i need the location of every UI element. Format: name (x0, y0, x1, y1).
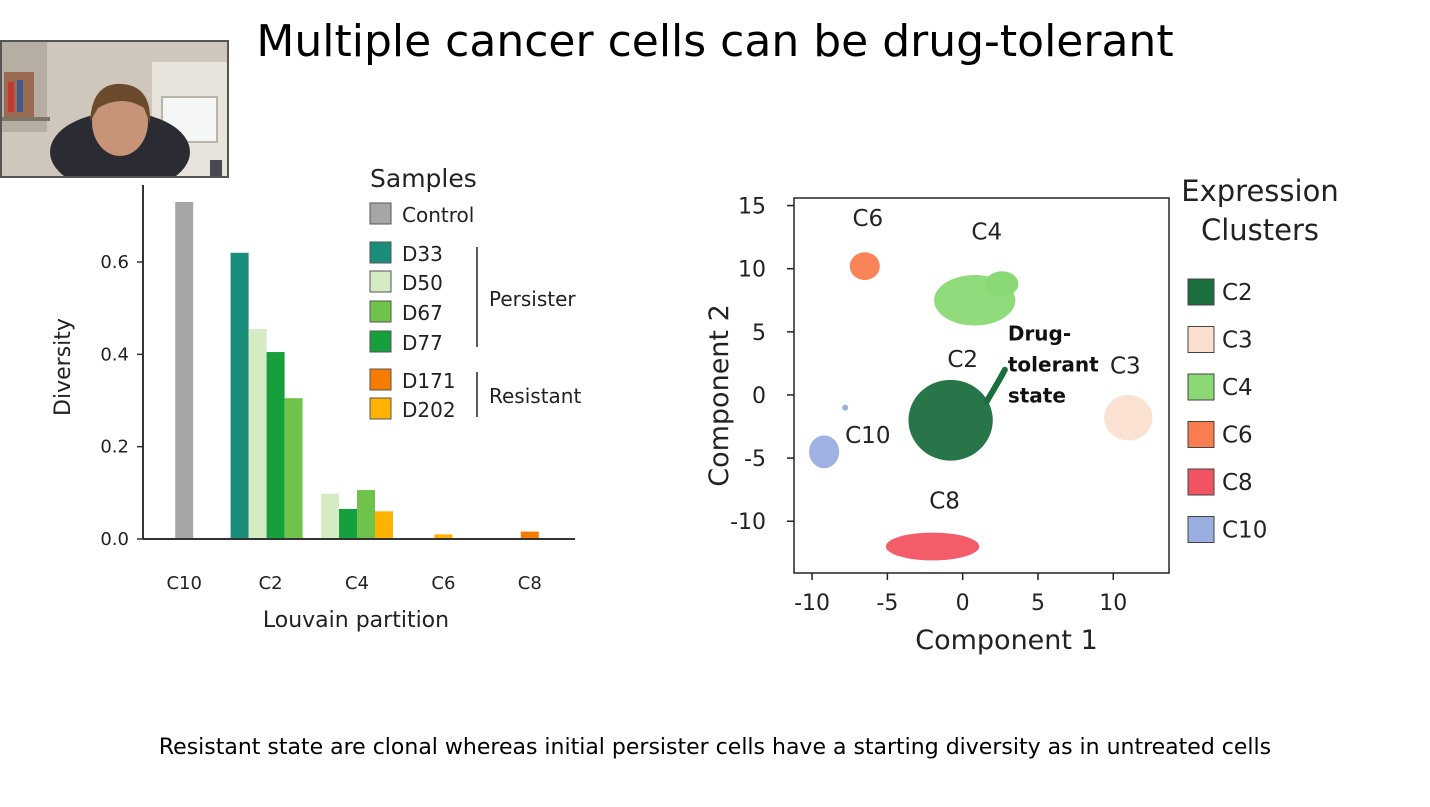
legend-group-resistant: Resistant (489, 384, 581, 408)
bar-d50-c4 (321, 493, 339, 538)
cluster-body-c8 (885, 532, 980, 561)
legend-swatch-c4 (1187, 373, 1215, 401)
cluster-c10 (809, 404, 849, 469)
x-tick-label: -10 (794, 591, 830, 616)
annotation-drug-tolerant-line: state (1008, 384, 1066, 408)
bar-d171-c8 (520, 531, 539, 538)
bar-d67-c2 (284, 398, 303, 538)
legend-label-c6: C6 (1222, 423, 1253, 449)
x-tick-label: C8 (518, 573, 542, 594)
cluster-label-c4: C4 (971, 220, 1002, 246)
legend-label-c8: C8 (1222, 470, 1253, 496)
legend-label-d171: D171 (402, 369, 456, 393)
cluster-body-c2 (908, 379, 993, 461)
legend-swatch-d67 (369, 300, 392, 323)
legend-label-d33: D33 (402, 242, 443, 266)
cluster-c2 (908, 366, 1008, 461)
slide-title: Multiple cancer cells can be drug-tolera… (256, 16, 1174, 67)
plot-frame (793, 197, 1170, 574)
cluster-label-c2: C2 (947, 347, 978, 373)
legend-swatch-d50 (369, 270, 392, 293)
cluster-lobe-c4 (985, 271, 1019, 297)
y-tick-label: -5 (744, 447, 766, 472)
legend-group-persister: Persister (489, 287, 576, 311)
annotation-drug-tolerant-line: Drug- (1008, 322, 1071, 346)
umap-scatter-chart: -10 -5 0 5 10 -10 -5 0 5 10 15 Component 1 Component… (704, 174, 1339, 655)
x-axis-label: Louvain partition (263, 608, 449, 633)
legend-label-control: Control (402, 203, 474, 227)
legend-swatch-d33 (369, 241, 392, 264)
y-tick-label: 0.2 (100, 437, 129, 458)
bar-d67-c4 (357, 490, 375, 538)
x-tick-label: 10 (1099, 591, 1127, 616)
legend-swatch-c2 (1187, 278, 1215, 306)
y-tick-label: 0 (752, 384, 766, 409)
legend-title-line1: Expression (1181, 174, 1338, 208)
cluster-label-c6: C6 (852, 206, 883, 232)
x-tick-label: C2 (259, 573, 283, 594)
legend-label-c10: C10 (1222, 518, 1267, 544)
x-tick-label: C6 (431, 573, 455, 594)
legend-swatch-c10 (1187, 516, 1215, 543)
legend-swatch-control (369, 202, 392, 225)
y-axis-label: Diversity (51, 318, 76, 416)
legend-label-d77: D77 (402, 331, 443, 355)
y-tick-label: 5 (752, 321, 766, 346)
cluster-label-c3: C3 (1110, 354, 1141, 380)
legend-swatch-c6 (1187, 421, 1215, 448)
cluster-body-c10 (809, 435, 840, 469)
bar-d33-c2 (230, 252, 249, 538)
cluster-body-c3 (1104, 394, 1153, 441)
cluster-c6 (849, 252, 880, 281)
legend-swatch-d77 (369, 330, 392, 353)
legend-label-d50: D50 (402, 271, 443, 295)
x-tick-label: C4 (345, 573, 369, 594)
bar-d202-c4 (375, 511, 393, 538)
slide-caption: Resistant state are clonal whereas initi… (158, 735, 1272, 760)
legend-swatch-d202 (369, 397, 392, 420)
legend-title: Samples (370, 165, 477, 193)
bar-d77-c2 (266, 352, 285, 538)
y-tick-label: -10 (730, 510, 766, 535)
bar-d50-c2 (248, 328, 267, 538)
cluster-c4 (934, 271, 1019, 326)
y-tick-label: 10 (738, 258, 766, 283)
legend-swatch-c8 (1187, 468, 1215, 496)
cluster-body-c6 (849, 252, 880, 281)
cluster-label-c10: C10 (845, 423, 890, 449)
presenter-webcam (0, 40, 229, 178)
y-tick-label: 0.0 (100, 529, 129, 550)
x-tick-label: -5 (876, 591, 898, 616)
cluster-tail-c2 (983, 366, 1008, 405)
cluster-outlier-c10 (842, 404, 849, 411)
y-tick-label: 0.6 (100, 252, 129, 273)
y-tick-label: 0.4 (100, 344, 129, 365)
cluster-c8 (885, 532, 980, 561)
cluster-label-c8: C8 (929, 489, 960, 515)
annotation-drug-tolerant-line: tolerant (1008, 353, 1099, 377)
legend-label-c4: C4 (1222, 375, 1253, 401)
bar-d202-c6 (434, 534, 453, 538)
x-tick-label: 0 (956, 591, 970, 616)
legend-title-line2: Clusters (1201, 213, 1319, 247)
cluster-c3 (1104, 394, 1153, 441)
x-tick-label: 5 (1031, 591, 1045, 616)
legend-swatch-d171 (369, 368, 392, 391)
legend-label-d202: D202 (402, 398, 456, 422)
legend-swatch-c3 (1187, 326, 1215, 353)
bar-d77-c4 (339, 508, 357, 538)
legend-label-d67: D67 (402, 301, 443, 325)
y-axis-label: Component 2 (704, 304, 735, 487)
legend-label-c2: C2 (1222, 280, 1253, 306)
x-axis-label: Component 1 (915, 625, 1098, 655)
legend-label-c3: C3 (1222, 328, 1253, 354)
diversity-bar-chart: 0.0 0.2 0.4 0.6 C10 C2 C4 C6 C8 Louvain partition… (51, 165, 581, 633)
x-tick-label: C10 (166, 573, 201, 594)
presenter-video-feed-icon (2, 42, 227, 176)
bar-control-c10 (175, 202, 194, 538)
y-tick-label: 15 (738, 195, 766, 220)
